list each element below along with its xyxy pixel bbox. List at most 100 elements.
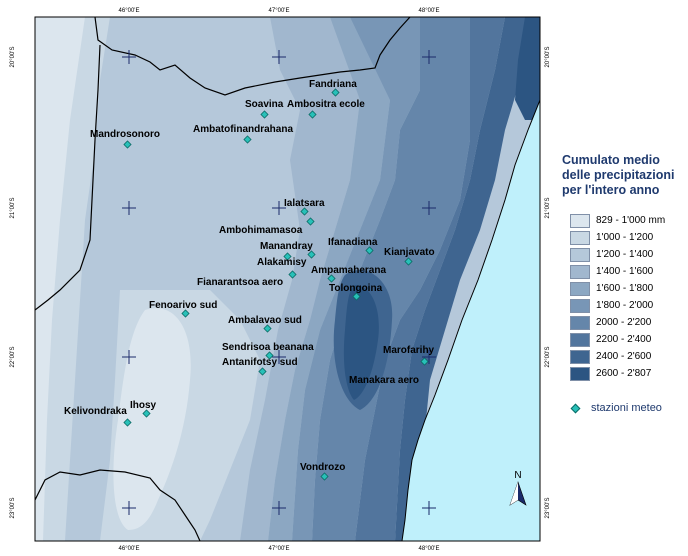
legend-label: 2000 - 2'200 — [596, 317, 652, 328]
legend-label: 2200 - 2'400 — [596, 334, 652, 345]
station-marker-sendrisoa — [265, 351, 274, 360]
station-label-ambositra: Ambositra ecole — [287, 99, 365, 110]
station-marker-kelivondraka — [123, 418, 132, 427]
bottom-label-46e: 46°00'E — [119, 546, 140, 552]
station-marker-marofarihy — [420, 357, 429, 366]
legend-swatch — [570, 349, 590, 364]
station-label-fandriana: Fandriana — [309, 79, 357, 90]
station-label-vondrozo: Vondrozo — [300, 462, 345, 473]
legend-item: 1'400 - 1'600 — [570, 263, 665, 280]
station-label-kelivondraka: Kelivondraka — [64, 406, 127, 417]
border-west — [35, 44, 101, 311]
ocean — [401, 99, 540, 541]
border-south — [35, 469, 201, 541]
station-label-fenoarivo: Fenoarivo sud — [149, 300, 217, 311]
legend-swatch — [570, 247, 590, 262]
legend-label: 2400 - 2'600 — [596, 351, 652, 362]
legend-item: 1'800 - 2'000 — [570, 297, 665, 314]
left-label-20s: 20°00'S — [10, 47, 16, 68]
station-marker-mandrosonoro — [123, 140, 132, 149]
legend-swatch — [570, 264, 590, 279]
station-label-soavina: Soavina — [245, 99, 284, 110]
bottom-label-48e: 48°00'E — [419, 546, 440, 552]
legend-label: 1'200 - 1'400 — [596, 249, 654, 260]
left-label-23s: 23°00'S — [10, 498, 16, 519]
legend-station-label: stazioni meteo — [591, 402, 662, 414]
legend-item: 2600 - 2'807 — [570, 365, 665, 382]
legend-swatch — [570, 332, 590, 347]
left-label-21s: 21°00'S — [10, 198, 16, 219]
station-label-manakara: Manakara aero — [349, 375, 419, 386]
left-grid-labels: 20°00'S 21°00'S 22°00'S 23°00'S — [10, 47, 16, 519]
legend-swatch — [570, 366, 590, 381]
station-label-fianarantsoa: Fianarantsoa aero — [197, 277, 283, 288]
legend-item: 1'200 - 1'400 — [570, 246, 665, 263]
station-label-manandray: Manandray — [260, 241, 313, 252]
station-icon — [570, 403, 581, 413]
legend-item: 1'000 - 1'200 — [570, 229, 665, 246]
station-marker-antanifotsy — [258, 367, 267, 376]
grid-crosses — [122, 50, 436, 515]
station-marker-fenoarivo — [181, 309, 190, 318]
station-marker-ifanadiana — [365, 246, 374, 255]
station-label-marofarihy: Marofarihy — [383, 345, 435, 356]
station-label-mandrosonoro: Mandrosonoro — [90, 129, 160, 140]
map-frame — [34, 16, 541, 542]
station-marker-ambositra — [308, 110, 317, 119]
station-label-ihosy: Ihosy — [130, 400, 157, 411]
station-label-ampamaherana: Ampamaherana — [311, 265, 386, 276]
legend: 829 - 1'000 mm 1'000 - 1'200 1'200 - 1'4… — [570, 212, 665, 382]
station-marker-ambatofinandrahana — [243, 135, 252, 144]
border-lines — [94, 17, 411, 96]
legend-item: 2200 - 2'400 — [570, 331, 665, 348]
top-label-48e: 48°00'E — [419, 8, 440, 14]
legend-label: 829 - 1'000 mm — [596, 215, 666, 226]
right-label-21s: 21°00'S — [545, 198, 551, 219]
legend-item: 1'600 - 1'800 — [570, 280, 665, 297]
zone-2000-2200 — [312, 17, 470, 541]
station-label-ambalavao: Ambalavao sud — [228, 315, 302, 326]
station-label-alakamisy: Alakamisy — [257, 257, 307, 268]
bottom-grid-labels: 46°00'E 47°00'E 48°00'E — [119, 546, 440, 552]
station-marker-ambohimamasoa — [306, 217, 315, 226]
legend-swatch — [570, 315, 590, 330]
station-marker-fandriana — [331, 88, 340, 97]
north-arrow: N — [509, 470, 527, 506]
station-label-ambohimamasoa: Ambohimamasoa — [219, 225, 303, 236]
top-label-46e: 46°00'E — [119, 8, 140, 14]
legend-station-entry: stazioni meteo — [570, 402, 662, 414]
legend-item: 2000 - 2'200 — [570, 314, 665, 331]
legend-label: 1'800 - 2'000 — [596, 300, 654, 311]
station-marker-manandray — [307, 250, 316, 259]
legend-swatch — [570, 230, 590, 245]
station-marker-ambalavao — [263, 324, 272, 333]
station-marker-ialatsara — [300, 207, 309, 216]
zone-829-1000-northwest — [35, 17, 85, 541]
station-label-tolongoina: Tolongoina — [329, 283, 383, 294]
zone-2600-2807 — [343, 285, 379, 400]
legend-title-line-3: per l'intero anno — [562, 183, 660, 197]
right-label-23s: 23°00'S — [545, 498, 551, 519]
legend-label: 1'400 - 1'600 — [596, 266, 654, 277]
legend-title-line-2: delle precipitazioni — [562, 168, 675, 182]
station-marker-soavina — [260, 110, 269, 119]
zone-1800-2000 — [292, 17, 430, 541]
legend-swatch — [570, 298, 590, 313]
station-label-kianjavato: Kianjavato — [384, 247, 435, 258]
legend-swatch — [570, 281, 590, 296]
station-label-ifanadiana: Ifanadiana — [328, 237, 378, 248]
bottom-label-47e: 47°00'E — [269, 546, 290, 552]
rainfall-zones — [35, 17, 540, 541]
zone-1400-1600 — [240, 17, 370, 541]
legend-label: 1'000 - 1'200 — [596, 232, 654, 243]
top-grid-labels: 46°00'E 47°00'E 48°00'E — [119, 8, 440, 14]
zone-2600-2807-coast — [515, 17, 540, 120]
station-markers — [123, 88, 429, 481]
north-arrow-label: N — [514, 470, 521, 481]
legend-item: 829 - 1'000 mm — [570, 212, 665, 229]
right-grid-labels: 20°00'S 21°00'S 22°00'S 23°00'S — [545, 47, 551, 519]
legend-title-line-1: Cumulato medio — [562, 153, 660, 167]
station-marker-fianarantsoa — [288, 270, 297, 279]
station-marker-ampamaherana — [327, 274, 336, 283]
station-labels: Fandriana Soavina Ambositra ecole Mandro… — [64, 79, 435, 473]
